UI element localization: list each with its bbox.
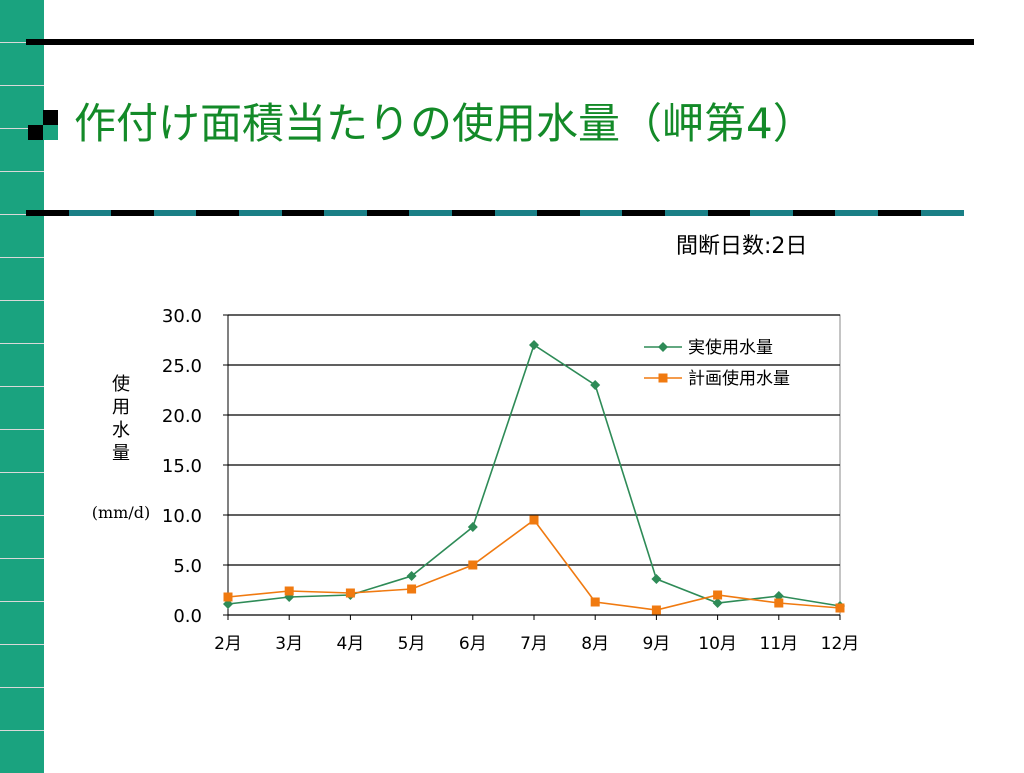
strip-block (0, 215, 44, 257)
strip-block (0, 559, 44, 601)
rule-segment (579, 210, 623, 216)
strip-block (0, 731, 44, 773)
x-tick-label: 4月 (336, 634, 364, 654)
rule-segment (537, 210, 581, 216)
y-tick-label: 15.0 (162, 456, 202, 477)
strip-block (0, 301, 44, 343)
y-tick-label: 25.0 (162, 356, 202, 377)
data-point-square (407, 584, 417, 594)
strip-block (0, 387, 44, 429)
rule-segment (26, 210, 70, 216)
strip-block (0, 473, 44, 515)
x-tick-label: 2月 (214, 634, 242, 654)
data-point-square (345, 588, 355, 598)
rule-segment (878, 210, 922, 216)
legend-label: 計画使用水量 (688, 368, 790, 389)
interval-days-label: 間断日数:2日 (676, 234, 808, 259)
y-axis-unit: (mm/d) (92, 503, 150, 522)
data-point-diamond (467, 522, 478, 532)
rule-segment (920, 210, 964, 216)
data-point-square (468, 560, 478, 570)
title-bullet-icon (28, 110, 58, 140)
legend-marker (658, 373, 668, 383)
y-tick-label: 20.0 (162, 406, 202, 427)
rule-segment (792, 210, 836, 216)
strip-block (0, 602, 44, 644)
bottom-rule (26, 210, 964, 216)
data-point-square (590, 597, 600, 607)
strip-block (0, 172, 44, 214)
legend-marker (658, 342, 668, 352)
rule-segment (366, 210, 410, 216)
rule-segment (281, 210, 325, 216)
rule-segment (68, 210, 112, 216)
rule-segment (409, 210, 453, 216)
data-point-diamond (651, 574, 662, 584)
strip-block (0, 688, 44, 730)
data-point-diamond (712, 598, 723, 608)
x-tick-label: 3月 (275, 634, 303, 654)
strip-block (0, 430, 44, 472)
data-point-square (651, 605, 661, 615)
rule-segment (239, 210, 283, 216)
slide-title: 作付け面積当たりの使用水量（岬第4） (74, 99, 815, 148)
rule-segment (153, 210, 197, 216)
data-point-square (774, 598, 784, 608)
data-point-diamond (529, 340, 539, 350)
y-axis-label-char: 量 (112, 443, 130, 464)
x-tick-label: 8月 (581, 634, 609, 654)
rule-segment (622, 210, 666, 216)
data-point-square (529, 515, 539, 525)
rule-segment (111, 210, 155, 216)
strip-block (0, 344, 44, 386)
strip-block (0, 516, 44, 558)
y-axis-label-char: 用 (112, 397, 130, 418)
top-rule (26, 39, 974, 45)
x-tick-label: 9月 (642, 634, 670, 654)
strip-block (0, 645, 44, 687)
rule-segment (707, 210, 751, 216)
x-tick-label: 5月 (398, 634, 426, 654)
rule-segment (494, 210, 538, 216)
data-point-square (713, 590, 723, 600)
legend-label: 実使用水量 (688, 337, 773, 358)
data-point-diamond (590, 380, 601, 390)
x-tick-label: 10月 (698, 634, 737, 654)
rule-segment (835, 210, 879, 216)
y-axis-label-char: 使 (112, 374, 130, 395)
rule-segment (750, 210, 794, 216)
x-tick-label: 12月 (821, 634, 860, 654)
rule-segment (324, 210, 368, 216)
data-point-square (284, 586, 294, 596)
rule-segment (665, 210, 709, 216)
y-tick-label: 30.0 (162, 306, 202, 327)
data-point-square (835, 603, 845, 613)
y-tick-label: 5.0 (173, 556, 202, 577)
rule-segment (196, 210, 240, 216)
x-tick-label: 7月 (520, 634, 548, 654)
y-axis-label-char: 水 (112, 420, 130, 441)
strip-block (0, 258, 44, 300)
strip-block (0, 0, 44, 42)
data-point-diamond (406, 571, 417, 581)
data-point-square (223, 592, 233, 602)
y-tick-label: 10.0 (162, 506, 202, 527)
x-tick-label: 6月 (459, 634, 487, 654)
rule-segment (452, 210, 496, 216)
x-tick-label: 11月 (759, 634, 798, 654)
strip-block (0, 43, 44, 85)
y-tick-label: 0.0 (173, 606, 202, 627)
